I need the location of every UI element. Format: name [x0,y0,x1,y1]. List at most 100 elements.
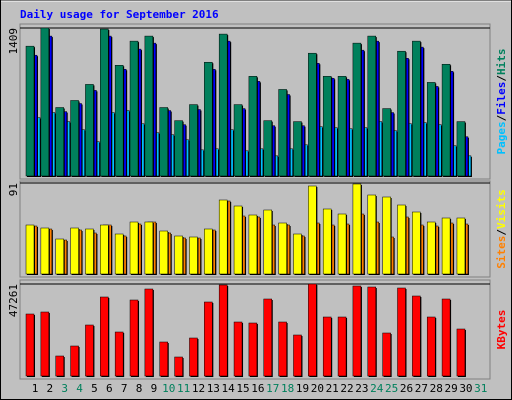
bar [293,233,302,275]
x-tick-label: 13 [207,382,220,395]
x-tick-label: 19 [296,382,309,395]
bar [189,337,198,377]
bar [367,35,377,177]
bar [278,321,287,377]
x-tick-label: 31 [474,382,487,395]
bar [456,121,466,177]
bar [412,211,421,275]
bar [412,295,421,377]
legend: KBytes [495,310,508,350]
bar [189,236,198,275]
bar [204,228,213,275]
bar [114,331,124,377]
bar [204,61,213,177]
x-tick-label: 8 [136,382,143,395]
bar [85,228,94,275]
x-tick-label: 25 [385,382,398,395]
bar [367,194,377,275]
y-max-label: 91 [7,183,20,196]
bar [441,217,451,275]
bar [263,120,273,177]
bar [337,213,347,275]
bar [278,89,287,177]
bar [308,52,317,177]
bar [337,76,347,177]
bar [382,196,391,275]
legend-entry: Hits [495,49,508,76]
bar [308,185,317,275]
x-tick-label: 17 [266,382,279,395]
x-tick-label: 9 [151,382,158,395]
legend: Sites/Visits [495,189,508,269]
bar [25,224,35,275]
bar [129,299,139,377]
legend-separator: / [495,114,508,121]
bar [456,328,466,377]
y-max-label: 1409 [7,28,20,55]
x-tick-label: 23 [355,382,368,395]
bar [85,324,94,377]
legend-entry: Visits [495,189,508,229]
bar [70,100,79,177]
legend-entry: KBytes [495,310,508,350]
bar [40,227,50,275]
x-tick-label: 26 [400,382,413,395]
x-tick-label: 20 [311,382,324,395]
y-max-label: 47261 [7,284,20,317]
bar [40,311,50,377]
bar [233,104,243,177]
x-tick-label: 14 [222,382,236,395]
bar [426,316,436,377]
bar [263,209,273,275]
bar [40,27,50,177]
legend-entry: Files [495,82,508,115]
bar [278,222,287,275]
bar [144,288,154,377]
bar [352,183,362,275]
x-tick-label: 10 [162,382,175,395]
x-tick-label: 24 [370,382,384,395]
bar [85,84,94,177]
bar [397,287,406,377]
x-tick-label: 3 [61,382,68,395]
bar [322,316,332,377]
legend-separator: / [495,75,508,82]
bar [174,120,183,177]
bar [293,334,302,377]
bar [100,28,109,177]
bar [352,42,362,177]
x-tick-label: 27 [415,382,428,395]
x-tick-label: 11 [177,382,190,395]
x-tick-label: 22 [340,382,353,395]
bar [293,121,302,177]
bar [248,322,258,377]
bar [189,104,198,177]
bar [308,283,317,377]
x-tick-label: 30 [459,382,472,395]
bar [70,345,79,377]
bar [397,204,406,275]
bar [382,108,391,177]
bar [144,221,154,275]
x-tick-label: 29 [444,382,457,395]
x-tick-label: 16 [251,382,264,395]
bar [100,296,109,377]
bar [25,313,35,377]
bar [248,76,258,177]
legend-entry: Sites [495,236,508,269]
bar [441,298,451,377]
bar [159,341,168,377]
bar [337,316,347,377]
legend-entry: Pages [495,121,508,154]
bar [70,227,79,275]
bar [218,284,228,377]
bar [412,40,421,177]
bar [174,235,183,275]
bar [441,63,451,177]
bar [25,45,35,177]
x-tick-label: 18 [281,382,294,395]
bar [218,199,228,275]
bar [100,224,109,275]
x-tick-label: 15 [236,382,249,395]
